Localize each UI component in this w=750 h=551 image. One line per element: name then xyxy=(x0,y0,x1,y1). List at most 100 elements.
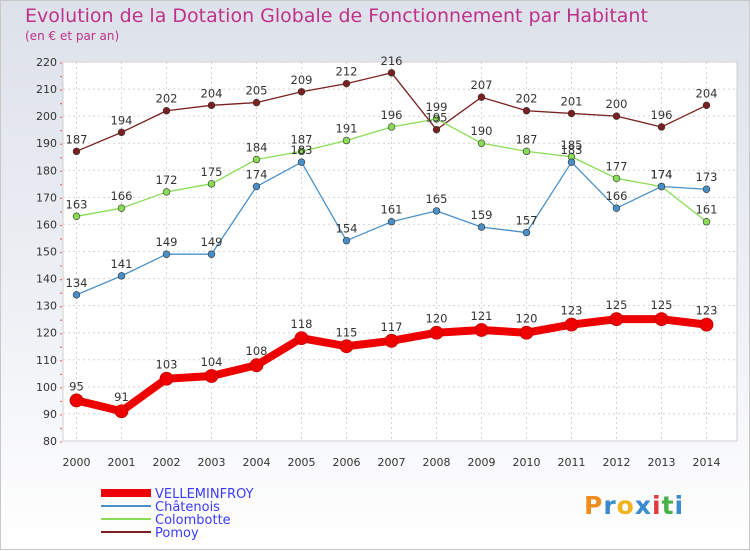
data-point xyxy=(612,204,621,212)
x-tick-label-2014: 2014 xyxy=(693,456,721,469)
data-label: 196 xyxy=(381,108,403,122)
data-point xyxy=(342,79,351,88)
data-label: 212 xyxy=(336,65,358,79)
data-label: 161 xyxy=(696,203,718,217)
series-colombotte xyxy=(72,115,711,226)
data-label: 183 xyxy=(561,143,583,157)
data-label: 174 xyxy=(246,168,268,182)
data-point xyxy=(297,88,306,96)
y-minor-tick xyxy=(60,89,62,91)
data-label: 204 xyxy=(201,86,223,100)
legend-label: Colombotte xyxy=(155,513,231,528)
series-ch-tenois xyxy=(72,158,711,299)
data-label: 204 xyxy=(696,86,718,100)
data-point xyxy=(612,174,621,183)
y-minor-tick xyxy=(60,427,62,430)
data-label: 165 xyxy=(426,192,448,206)
data-label: 120 xyxy=(426,312,448,326)
y-minor-tick xyxy=(60,278,62,281)
proxiti-logo: Proxiti xyxy=(584,491,685,520)
data-label: 174 xyxy=(651,168,673,182)
data-point xyxy=(117,204,126,212)
data-label: 154 xyxy=(336,222,358,236)
legend-label: Pomoy xyxy=(155,526,199,541)
data-point xyxy=(204,369,219,383)
y-minor-tick xyxy=(60,62,62,64)
data-point xyxy=(519,325,534,340)
x-tick-label-2001: 2001 xyxy=(108,456,136,469)
data-label: 120 xyxy=(516,312,538,326)
y-minor-tick xyxy=(60,346,62,349)
data-point xyxy=(567,109,576,118)
data-point xyxy=(387,123,396,131)
data-label: 196 xyxy=(651,108,673,122)
data-point xyxy=(69,393,84,408)
data-label: 202 xyxy=(156,92,178,106)
data-point xyxy=(474,323,489,337)
data-label: 207 xyxy=(471,78,493,92)
data-point xyxy=(522,107,531,115)
data-label: 125 xyxy=(651,298,673,312)
data-label: 187 xyxy=(291,132,313,146)
data-point xyxy=(432,125,441,134)
data-point xyxy=(567,158,576,166)
data-point xyxy=(72,212,81,221)
y-tick-label-90: 90 xyxy=(43,408,57,421)
data-point xyxy=(429,325,444,340)
data-point xyxy=(342,236,351,245)
labels-velleminfroy: 95 91 103 104 108 118 115 117 120 121 120 123 125 125… xyxy=(69,298,717,404)
y-minor-tick xyxy=(60,292,62,294)
data-label: 185 xyxy=(561,138,583,152)
data-label: 187 xyxy=(516,132,538,146)
data-point xyxy=(297,158,306,166)
y-minor-tick xyxy=(60,224,62,227)
y-tick-label-190: 190 xyxy=(36,137,57,150)
data-point xyxy=(72,291,81,299)
data-label: 117 xyxy=(381,320,403,334)
x-tick-label-2004: 2004 xyxy=(243,456,271,469)
data-point xyxy=(702,185,711,193)
y-minor-tick xyxy=(60,332,62,335)
data-label: 166 xyxy=(606,189,628,203)
data-point xyxy=(609,312,624,327)
labels-ch-tenois: 134 141 149 149 174 183 154 161 165 159 157 183 166 1… xyxy=(66,143,718,290)
data-label: 123 xyxy=(561,304,583,318)
y-minor-tick xyxy=(60,238,62,240)
data-point xyxy=(387,218,396,226)
x-tick-label-2005: 2005 xyxy=(288,456,316,469)
data-point xyxy=(477,139,486,147)
data-label: 173 xyxy=(696,170,718,184)
y-tick-label-110: 110 xyxy=(36,354,57,367)
data-label: 166 xyxy=(111,189,133,203)
y-minor-tick xyxy=(60,373,62,376)
y-minor-tick xyxy=(60,387,62,389)
legend-label: VELLEMINFROY xyxy=(155,487,254,502)
data-label: 108 xyxy=(246,344,268,358)
data-point xyxy=(432,207,441,215)
data-label: 177 xyxy=(606,159,628,173)
x-tick-label-2007: 2007 xyxy=(378,456,406,469)
data-point xyxy=(252,98,261,107)
data-label: 184 xyxy=(246,140,268,154)
y-tick-label-200: 200 xyxy=(36,110,57,123)
data-label: 134 xyxy=(66,276,88,290)
y-minor-tick xyxy=(60,102,62,105)
y-minor-tick xyxy=(60,197,62,200)
y-minor-tick xyxy=(60,211,62,213)
data-label: 191 xyxy=(336,122,358,136)
data-point xyxy=(162,250,171,258)
data-point xyxy=(432,115,441,123)
data-label: 161 xyxy=(381,203,403,217)
data-point xyxy=(654,312,669,327)
data-label: 121 xyxy=(471,309,493,323)
data-point xyxy=(207,250,216,258)
data-point xyxy=(384,333,399,348)
chart-subtitle: (en € et par an) xyxy=(25,29,120,43)
y-minor-tick xyxy=(60,305,62,308)
data-point xyxy=(114,404,129,419)
y-minor-tick xyxy=(60,400,62,403)
data-label: 172 xyxy=(156,173,178,187)
data-point xyxy=(522,147,531,156)
y-tick-label-170: 170 xyxy=(36,191,57,204)
data-label: 163 xyxy=(66,197,88,211)
